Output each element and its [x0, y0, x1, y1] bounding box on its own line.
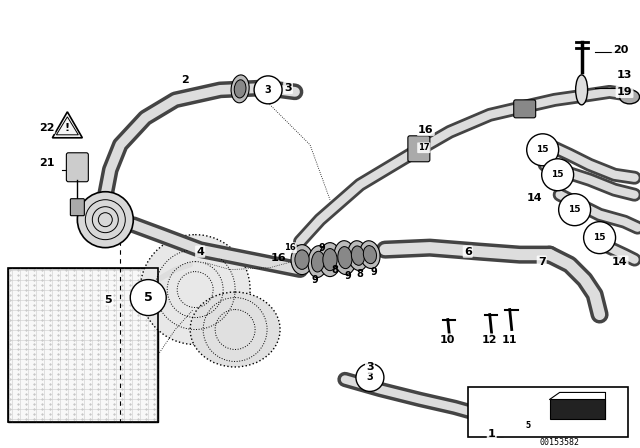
Circle shape: [77, 192, 133, 248]
Text: 21: 21: [38, 158, 54, 168]
FancyBboxPatch shape: [408, 136, 430, 162]
Text: 1: 1: [488, 429, 495, 439]
Ellipse shape: [319, 243, 341, 276]
Text: 14: 14: [527, 193, 543, 202]
FancyBboxPatch shape: [514, 100, 536, 118]
Text: 19: 19: [617, 87, 632, 97]
Circle shape: [584, 222, 616, 254]
Ellipse shape: [364, 246, 376, 264]
Circle shape: [527, 134, 559, 166]
Circle shape: [559, 194, 591, 226]
Circle shape: [356, 363, 384, 392]
FancyBboxPatch shape: [550, 400, 605, 419]
Text: 9: 9: [344, 271, 351, 280]
Ellipse shape: [295, 250, 309, 269]
Ellipse shape: [231, 75, 249, 103]
Text: 15: 15: [593, 233, 606, 242]
Text: 3: 3: [265, 85, 271, 95]
Text: 8: 8: [332, 265, 339, 275]
Text: 17: 17: [418, 143, 429, 152]
Text: 3: 3: [525, 407, 531, 416]
Text: 5: 5: [144, 291, 152, 304]
Text: 13: 13: [617, 70, 632, 80]
FancyBboxPatch shape: [468, 388, 628, 437]
Text: 4: 4: [196, 247, 204, 257]
Text: 9: 9: [312, 275, 318, 284]
Text: 22: 22: [38, 123, 54, 133]
Ellipse shape: [312, 251, 324, 272]
FancyBboxPatch shape: [70, 199, 84, 215]
Circle shape: [131, 280, 166, 315]
Text: 3: 3: [366, 362, 374, 372]
Text: 3: 3: [367, 372, 373, 383]
Text: 2: 2: [181, 75, 189, 85]
Text: 5: 5: [104, 295, 112, 305]
Text: 10: 10: [440, 335, 456, 345]
Ellipse shape: [190, 292, 280, 367]
Circle shape: [254, 76, 282, 104]
Ellipse shape: [323, 249, 337, 271]
Text: 15: 15: [552, 170, 564, 179]
Text: 15: 15: [536, 145, 549, 154]
Ellipse shape: [338, 246, 352, 269]
Ellipse shape: [620, 90, 639, 104]
Ellipse shape: [334, 241, 356, 275]
Text: 6: 6: [464, 247, 472, 257]
Text: 15: 15: [484, 407, 495, 416]
Text: 00153582: 00153582: [540, 438, 580, 447]
Ellipse shape: [348, 241, 368, 271]
Ellipse shape: [360, 241, 380, 268]
Text: 9: 9: [371, 267, 378, 276]
Text: 16: 16: [418, 125, 434, 135]
Ellipse shape: [575, 75, 588, 105]
Ellipse shape: [234, 80, 246, 98]
Polygon shape: [52, 112, 83, 138]
Ellipse shape: [351, 246, 365, 265]
Ellipse shape: [308, 246, 328, 278]
Circle shape: [484, 401, 520, 436]
Circle shape: [478, 400, 502, 423]
Text: 15: 15: [568, 205, 581, 214]
Text: 9: 9: [319, 243, 325, 253]
FancyBboxPatch shape: [67, 153, 88, 182]
Circle shape: [541, 159, 573, 191]
Ellipse shape: [291, 245, 313, 275]
Text: 3: 3: [284, 83, 292, 93]
Circle shape: [516, 400, 540, 423]
FancyBboxPatch shape: [8, 267, 158, 422]
Text: 16: 16: [270, 253, 286, 263]
Text: 16: 16: [284, 243, 296, 252]
Text: 20: 20: [613, 45, 628, 55]
Circle shape: [140, 235, 250, 345]
Text: 12: 12: [482, 335, 497, 345]
Text: 5: 5: [525, 421, 531, 430]
Text: !: !: [65, 123, 70, 133]
Text: 8: 8: [356, 269, 364, 279]
Text: 11: 11: [502, 335, 518, 345]
Text: 7: 7: [538, 257, 545, 267]
Text: 14: 14: [612, 257, 627, 267]
